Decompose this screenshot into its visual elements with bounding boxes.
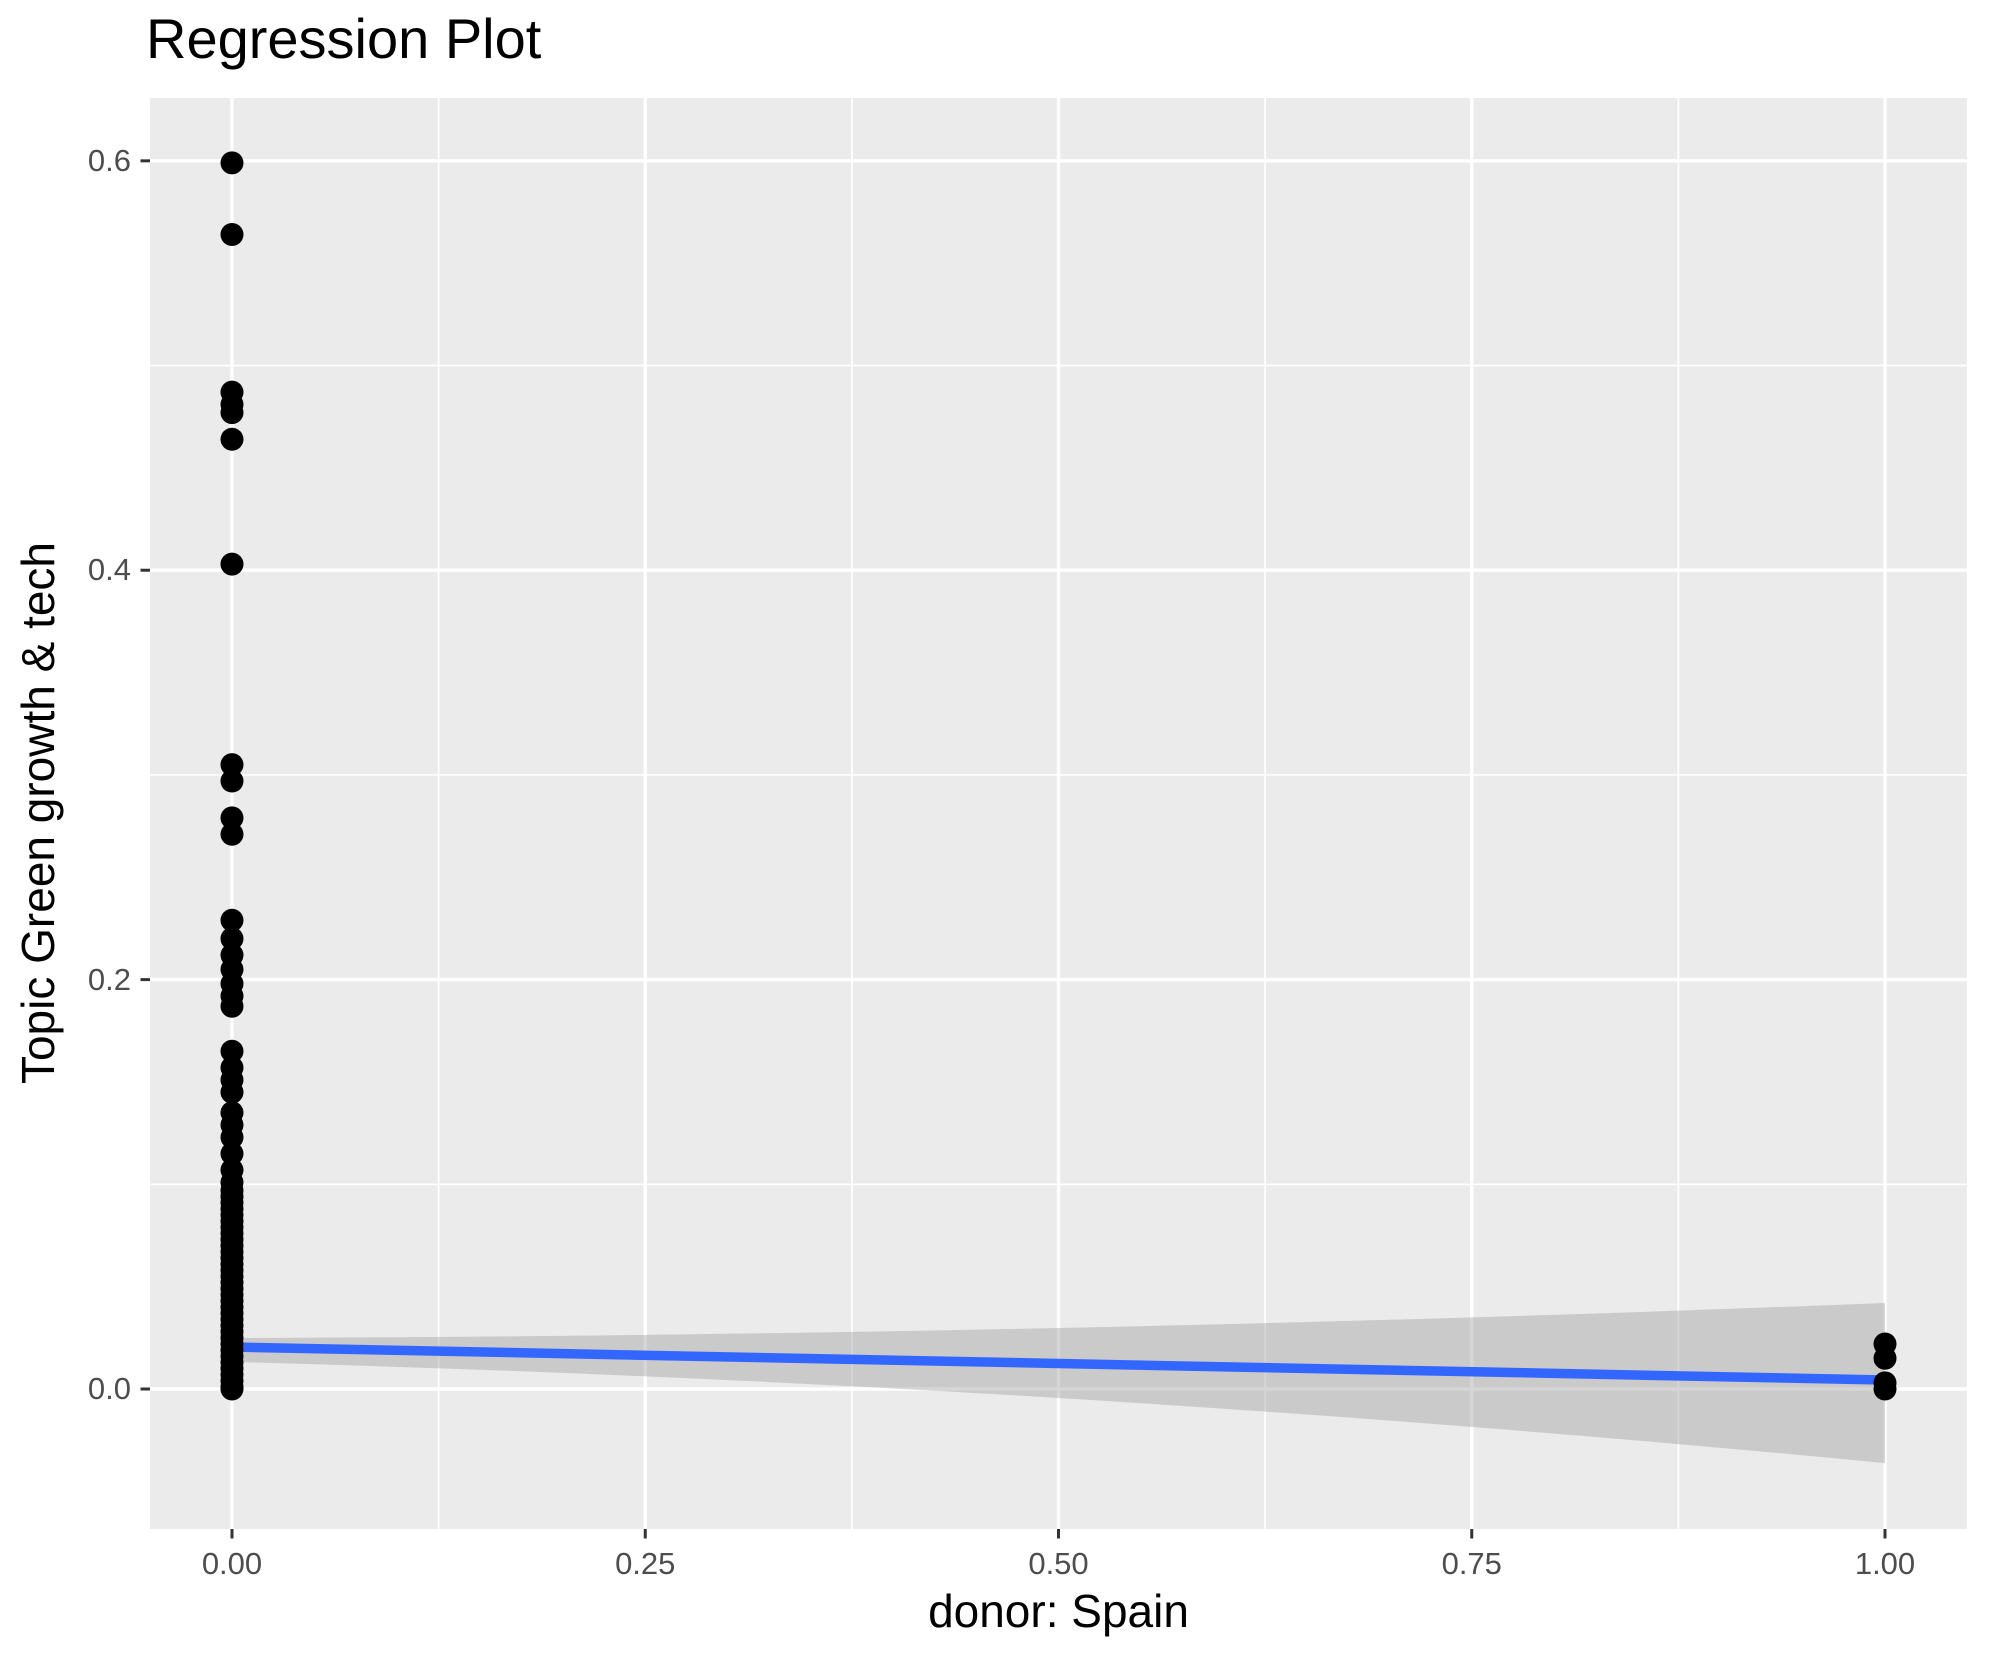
chart-title: Regression Plot <box>146 7 542 70</box>
data-point <box>220 401 244 425</box>
confidence-band <box>231 1303 1886 1464</box>
axis-tick-marks <box>140 159 1887 1539</box>
y-tick-label: 0.2 <box>87 961 131 997</box>
data-point <box>220 769 244 793</box>
data-point <box>220 552 244 576</box>
data-point <box>220 822 244 846</box>
data-point <box>220 1142 244 1166</box>
data-point <box>220 1039 244 1063</box>
data-point <box>220 806 244 830</box>
data-point <box>1873 1377 1897 1401</box>
data-point <box>1873 1346 1897 1370</box>
x-tick-label: 0.00 <box>201 1546 263 1581</box>
x-tick-label: 1.00 <box>1854 1546 1916 1581</box>
data-point <box>220 1080 244 1104</box>
y-tick-label: 0.6 <box>87 142 131 178</box>
data-point <box>220 927 244 951</box>
data-point <box>220 151 244 175</box>
data-point <box>220 908 244 932</box>
y-axis-title: Topic Green growth & tech <box>12 541 64 1085</box>
x-tick-label: 0.25 <box>615 1546 676 1581</box>
x-axis-title: donor: Spain <box>928 1585 1189 1637</box>
data-point <box>220 427 244 451</box>
scatter-points <box>220 151 1897 1401</box>
y-tick-label: 0.0 <box>87 1370 131 1406</box>
data-point <box>220 1377 244 1401</box>
regression-line <box>231 1342 1886 1385</box>
x-tick-label: 0.75 <box>1441 1546 1502 1581</box>
x-tick-label: 0.50 <box>1028 1546 1089 1581</box>
y-tick-label: 0.4 <box>87 552 131 588</box>
data-point <box>220 1125 244 1149</box>
data-point <box>220 994 244 1018</box>
data-point <box>220 753 244 777</box>
data-point <box>220 223 244 247</box>
